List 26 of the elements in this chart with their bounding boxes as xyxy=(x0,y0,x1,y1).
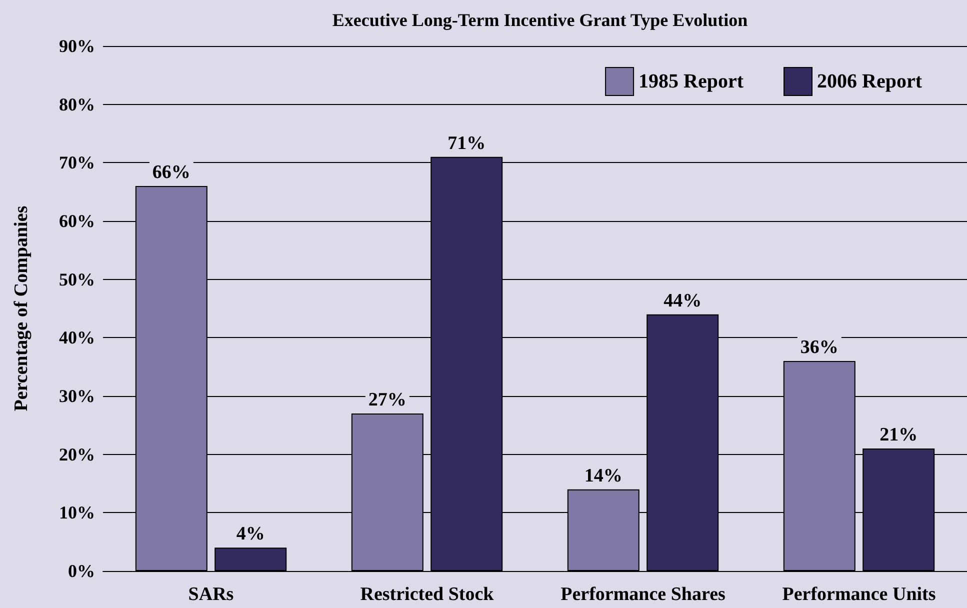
data-label: 36% xyxy=(800,337,838,358)
y-tick-label: 90% xyxy=(59,36,95,56)
data-label: 4% xyxy=(236,524,265,545)
legend-label: 1985 Report xyxy=(638,70,744,92)
legend-label: 2006 Report xyxy=(817,70,922,92)
y-tick-label: 0% xyxy=(68,561,95,581)
y-tick-label: 30% xyxy=(59,386,95,406)
x-tick-label: Restricted Stock xyxy=(360,584,494,605)
y-tick-label: 60% xyxy=(59,211,95,231)
x-tick-label: Performance Shares xyxy=(560,584,726,605)
y-axis-title: Percentage of Companies xyxy=(11,206,32,412)
data-label: 44% xyxy=(664,290,702,312)
y-tick-label: 10% xyxy=(59,502,95,523)
data-label: 14% xyxy=(584,465,622,486)
y-tick-label: 20% xyxy=(59,444,95,464)
y-tick-label: 40% xyxy=(59,328,95,348)
chart-title: Executive Long-Term Incentive Grant Type Evolution xyxy=(332,10,748,30)
y-tick-label: 80% xyxy=(59,94,95,114)
data-label: 27% xyxy=(368,390,406,410)
y-tick-label: 70% xyxy=(59,152,95,173)
y-tick-label: 50% xyxy=(59,269,95,290)
x-tick-label: Performance Units xyxy=(782,584,936,605)
data-label: 21% xyxy=(880,424,918,446)
x-tick-label: SARs xyxy=(188,584,234,605)
data-label: 71% xyxy=(448,132,486,154)
data-label: 66% xyxy=(152,162,190,183)
